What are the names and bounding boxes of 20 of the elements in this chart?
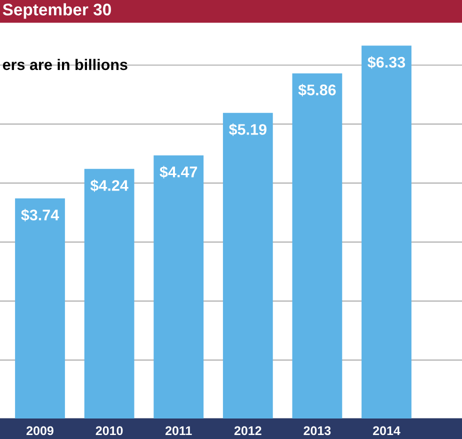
bar [15,198,65,419]
bar [84,168,134,419]
bar [362,46,412,419]
chart-title: September 30 [2,3,111,19]
data-label: $5.19 [228,123,266,136]
x-tick-label: 2014 [373,426,400,436]
data-label: $3.74 [21,208,60,222]
x-tick-label: 2009 [26,426,54,436]
bar [292,73,342,419]
data-label: $5.86 [298,84,336,96]
text: ers are in billions [2,58,128,70]
data-label: $4.47 [160,166,198,178]
bar [154,155,204,419]
data-label: $6.33 [368,56,406,69]
x-tick-label: 2013 [304,426,331,436]
x-tick-label: 2011 [165,426,192,436]
bar [222,112,273,419]
x-tick-label: 2010 [96,426,123,436]
x-tick-label: 2012 [234,426,262,436]
data-label: $4.24 [90,179,128,192]
